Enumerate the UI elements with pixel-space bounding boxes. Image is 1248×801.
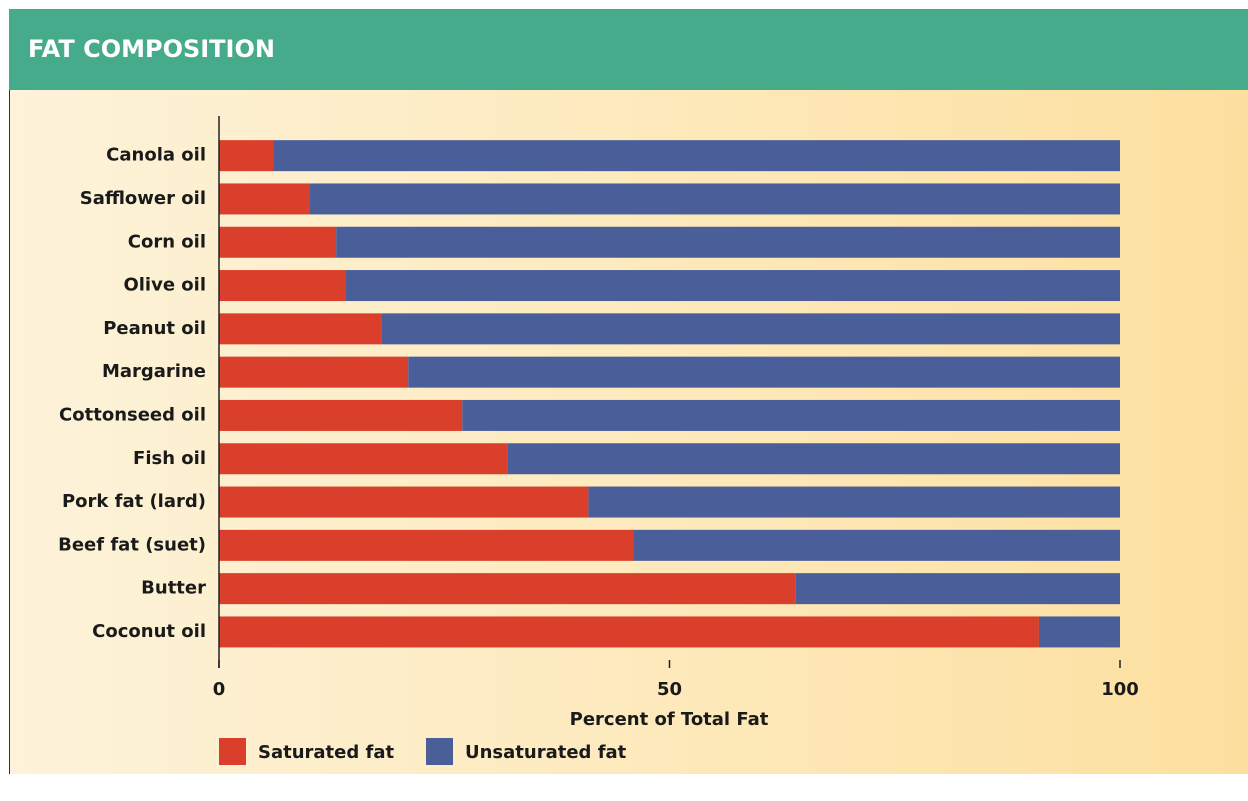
bar-segment [219,356,409,388]
x-tick-label: 0 [213,679,226,700]
bar-segment [219,226,337,258]
bar-segment [219,529,634,561]
y-tick-label: Butter [141,578,206,599]
chart-title: FAT COMPOSITION [28,35,275,63]
x-tick-label: 50 [657,679,682,700]
legend-swatch [219,738,246,765]
y-tick-label: Canola oil [106,145,206,166]
y-tick-label: Corn oil [128,231,206,252]
bar-segment [345,270,1120,302]
header-band [9,9,1248,90]
bar-segment [795,573,1120,605]
bar-segment [633,529,1120,561]
bar-segment [462,399,1120,431]
bar-segment [219,140,274,172]
bar-segment [219,443,508,475]
bar-segment [219,399,463,431]
y-tick-label: Beef fat (suet) [58,534,206,555]
y-tick-label: Fish oil [133,448,206,469]
y-tick-label: Olive oil [123,275,206,296]
bar-segment [588,486,1120,518]
bar-segment [309,183,1121,215]
bar-segment [219,573,796,605]
legend-swatch [426,738,453,765]
legend-label: Unsaturated fat [465,742,627,763]
bar-segment [273,140,1120,172]
bar-segment [219,313,382,345]
background [9,9,1248,774]
bar-segment [336,226,1120,258]
x-tick-label: 100 [1101,679,1139,700]
y-tick-label: Coconut oil [92,621,206,642]
bar-segment [408,356,1121,388]
bar-segment [219,270,346,302]
bar-segment [1038,616,1120,648]
y-tick-label: Peanut oil [103,318,206,339]
bar-segment [219,183,310,215]
legend-label: Saturated fat [258,742,394,763]
x-axis-label: Percent of Total Fat [570,709,769,730]
y-tick-label: Cottonseed oil [59,404,206,425]
y-tick-label: Margarine [102,361,206,382]
bar-segment [381,313,1120,345]
bar-segment [219,486,589,518]
y-tick-label: Pork fat (lard) [62,491,206,512]
y-tick-label: Safflower oil [80,188,206,209]
bar-segment [219,616,1039,648]
bar-segment [507,443,1120,475]
